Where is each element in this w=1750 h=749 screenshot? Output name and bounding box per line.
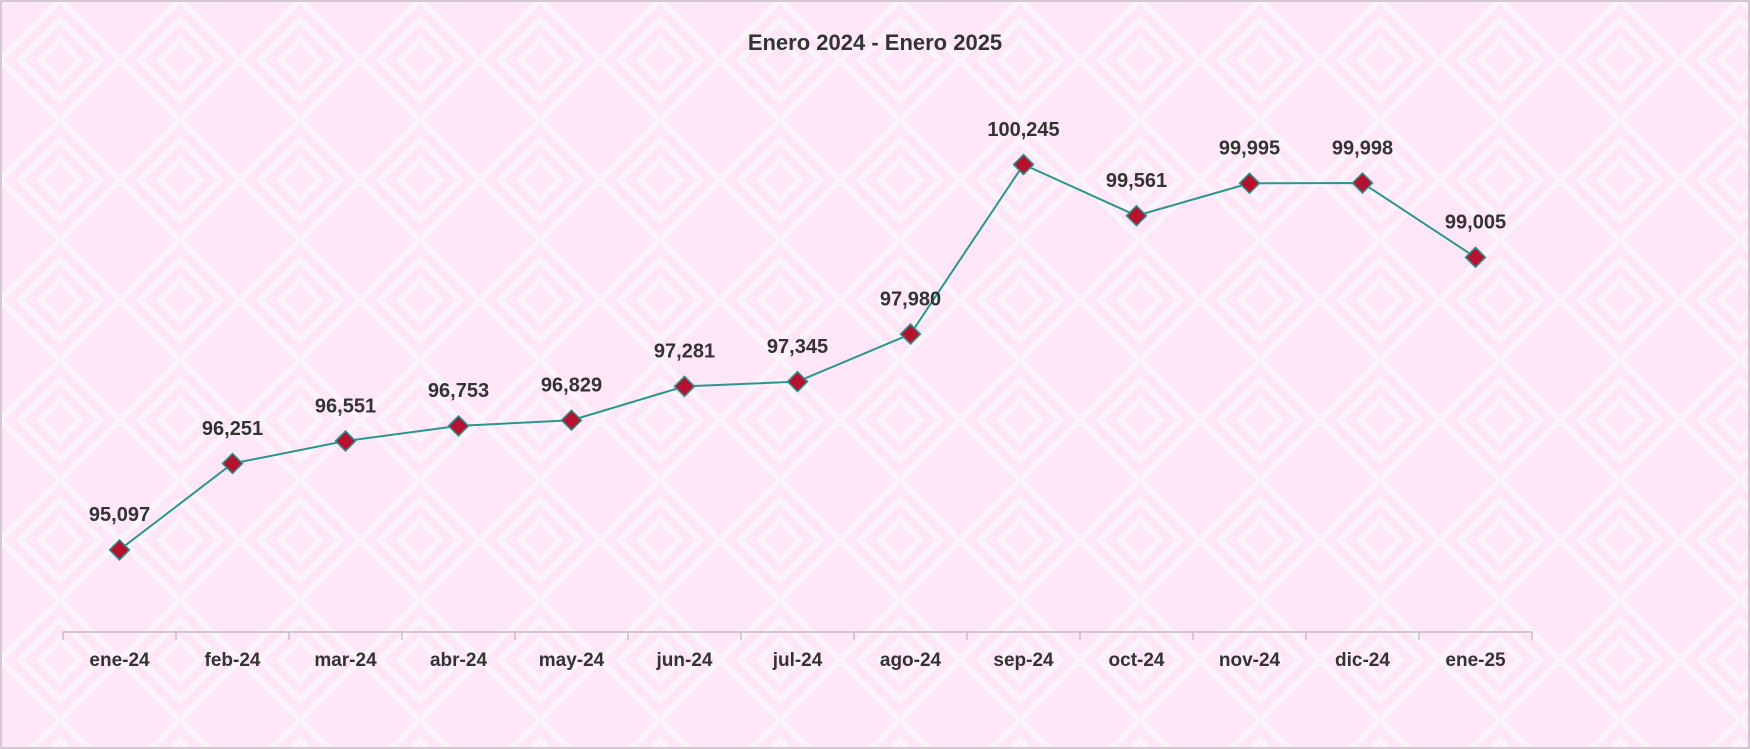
data-label: 96,829 — [541, 375, 602, 397]
x-tick-label: ene-24 — [89, 650, 150, 671]
x-tick-label: sep-24 — [993, 650, 1054, 671]
marker — [447, 414, 470, 437]
data-label: 97,281 — [654, 341, 715, 363]
data-label: 96,251 — [202, 418, 263, 440]
data-label: 99,998 — [1332, 137, 1393, 159]
x-tick-label: feb-24 — [205, 650, 261, 671]
data-label: 96,551 — [315, 395, 376, 417]
x-tick-label: ene-25 — [1445, 650, 1506, 671]
marker — [108, 538, 131, 561]
x-tick-label: mar-24 — [314, 650, 377, 671]
data-label: 97,980 — [880, 288, 941, 310]
marker — [1125, 204, 1148, 227]
marker — [673, 375, 696, 398]
chart-title: Enero 2024 - Enero 2025 — [748, 30, 1002, 55]
marker — [899, 323, 922, 346]
x-tick-label: dic-24 — [1335, 650, 1390, 671]
marker — [1012, 153, 1035, 176]
marker — [334, 429, 357, 453]
marker — [1238, 172, 1261, 195]
marker — [1464, 246, 1487, 269]
data-label: 100,245 — [987, 119, 1059, 141]
data-label: 99,995 — [1219, 138, 1280, 160]
data-label: 95,097 — [89, 504, 150, 526]
x-tick-label: may-24 — [539, 650, 605, 671]
marker — [786, 370, 809, 393]
x-tick-label: ago-24 — [880, 650, 942, 671]
marker — [560, 409, 583, 432]
data-label: 99,005 — [1445, 212, 1506, 234]
marker — [221, 452, 244, 475]
marker — [1351, 171, 1374, 195]
data-label: 99,561 — [1106, 170, 1167, 192]
x-tick-label: nov-24 — [1219, 650, 1281, 671]
x-tick-label: abr-24 — [430, 650, 487, 671]
x-tick-label: jul-24 — [772, 650, 823, 671]
x-tick-label: oct-24 — [1109, 650, 1165, 671]
x-tick-label: jun-24 — [656, 650, 713, 671]
data-label: 97,345 — [767, 336, 828, 358]
data-label: 96,753 — [428, 380, 489, 402]
